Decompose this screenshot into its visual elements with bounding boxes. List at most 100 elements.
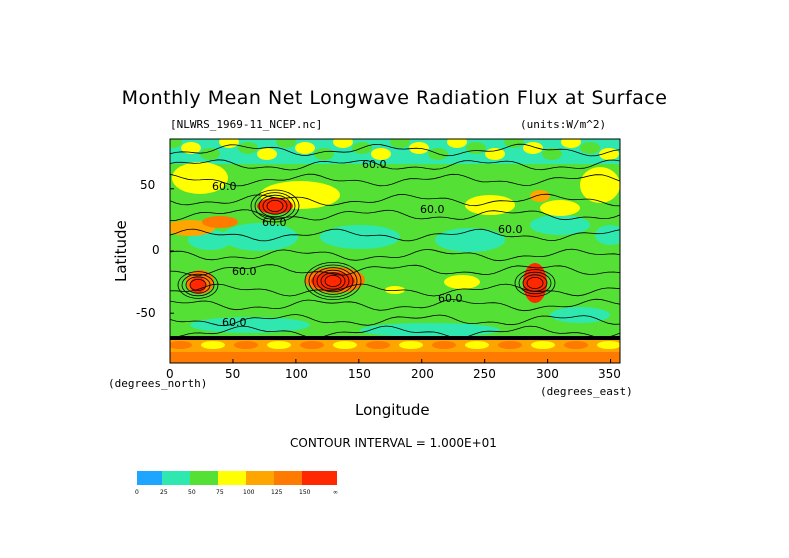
arctic-patch [276, 139, 296, 148]
legend-label: ∞ [333, 489, 338, 496]
antarctic-patch [498, 341, 522, 349]
contour-interval: CONTOUR INTERVAL = 1.000E+01 [290, 436, 497, 450]
us-patch [540, 200, 580, 216]
contour-ring [526, 276, 544, 289]
europe-patch [580, 167, 620, 203]
antarctic-patch [399, 341, 423, 349]
y-tick-label: 0 [152, 243, 160, 257]
arctic-patch [504, 139, 524, 148]
contour-cluster [170, 336, 620, 340]
contour-ring [177, 271, 219, 299]
legend-label: 50 [188, 489, 196, 496]
contour-line [170, 173, 620, 187]
arctic-patch [181, 142, 201, 154]
patch [444, 275, 480, 289]
arctic-patch [257, 148, 277, 160]
x-axis-label: Longitude [355, 401, 430, 419]
antarctic-patch [201, 341, 225, 349]
south-africa-core [190, 277, 206, 293]
legend-label: 150 [299, 489, 311, 496]
tropics-patch [222, 223, 298, 251]
contour-label: 60.0 [420, 203, 445, 216]
contour-label: 60.0 [438, 292, 463, 305]
antarctic-band [170, 352, 620, 363]
contour-line [170, 298, 620, 312]
antarctic-patch [432, 341, 456, 349]
contour-ring [308, 264, 358, 298]
antarctic-patch [300, 341, 324, 349]
contour-line [170, 228, 620, 242]
x-tick-label: 50 [225, 367, 241, 381]
antarctic-patch [267, 341, 291, 349]
x-tick-label: 350 [598, 367, 621, 381]
contour-label: 60.0 [362, 158, 387, 171]
arctic-patch [561, 139, 581, 148]
arctic-patch [219, 139, 239, 148]
x-tick-label: 0 [166, 367, 174, 381]
arctic-patch [466, 142, 486, 154]
contour-label: 60.0 [222, 316, 247, 329]
x-tick-label: 300 [536, 367, 559, 381]
x-tick-label: 200 [411, 367, 434, 381]
antarctic-patch [531, 341, 555, 349]
legend-swatch [162, 471, 190, 485]
contour-line [170, 193, 620, 207]
legend-swatch [190, 471, 218, 485]
legend-swatch [137, 471, 162, 485]
contour-ring [320, 272, 346, 290]
x-unit-label: (degrees_east) [540, 385, 633, 398]
arctic-patch [314, 148, 334, 160]
file-label: [NLWRS_1969-11_NCEP.nc] [170, 118, 323, 131]
arctic-patch [580, 142, 600, 154]
antarctic-patch [597, 341, 620, 349]
contour-label: 60.0 [232, 265, 257, 278]
legend-swatch [302, 471, 337, 485]
legend-label: 125 [271, 489, 283, 496]
arctic-patch [599, 148, 619, 160]
tropics-patch [530, 215, 590, 235]
legend-label: 25 [160, 489, 168, 496]
contour-line [170, 325, 620, 339]
contour-label: 60.0 [262, 216, 287, 229]
contour-line [170, 209, 620, 221]
arctic-patch [485, 148, 505, 160]
contour-ring [304, 261, 362, 300]
central-asia-region [257, 198, 293, 214]
patch [385, 286, 405, 294]
contour-ring [266, 199, 284, 212]
arctic-patch [447, 139, 467, 148]
legend-swatch [218, 471, 246, 485]
contour-line [170, 314, 620, 327]
antarctic-patch [234, 341, 258, 349]
legend-label: 75 [216, 489, 224, 496]
tropics-patch [435, 228, 505, 252]
antarctic-patch [564, 341, 588, 349]
arctic-patch [238, 142, 258, 154]
x-tick-label: 100 [285, 367, 308, 381]
pacific-patch [465, 195, 515, 215]
antarctic-patch [465, 341, 489, 349]
x-tick-label: 250 [473, 367, 496, 381]
x-tick-label: 150 [348, 367, 371, 381]
legend-swatch [246, 471, 274, 485]
arctic-patch [170, 139, 182, 148]
legend-label: 0 [135, 489, 139, 496]
contour-ring [258, 194, 292, 218]
y-axis-label: Latitude [112, 220, 130, 282]
arctic-patch [295, 142, 315, 154]
patch [530, 190, 550, 202]
contour-ring [189, 278, 207, 291]
southern-patch [190, 317, 310, 333]
tropics-patch [595, 225, 620, 245]
contour-ring [185, 276, 211, 294]
arctic-patch [390, 139, 410, 148]
arabia-region [202, 216, 238, 228]
southern-patch [550, 307, 610, 323]
y-tick-label: -50 [136, 306, 156, 320]
contour-ring [522, 274, 548, 292]
contour-ring [262, 197, 288, 215]
contour-line [170, 159, 620, 171]
contour-ring [324, 274, 342, 287]
tropics-patch [320, 225, 400, 249]
contour-ring [250, 189, 300, 223]
